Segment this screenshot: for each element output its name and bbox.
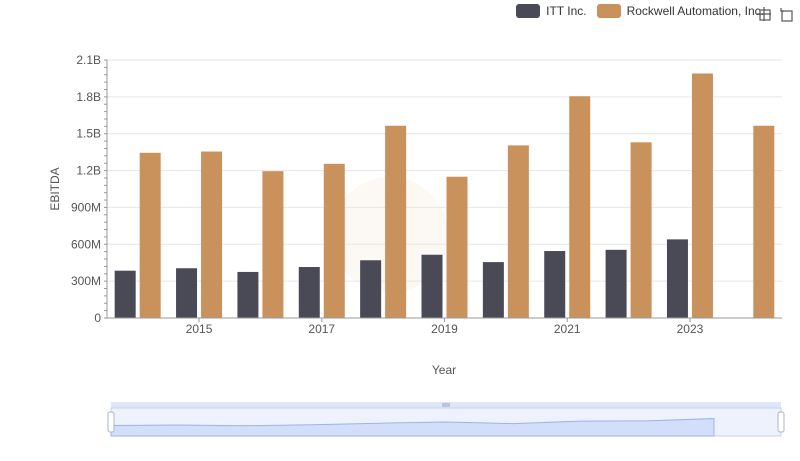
x-axis: 2015 2017 2019 2021 2023 xyxy=(107,317,782,336)
bars xyxy=(114,73,775,318)
bar-rockwell[interactable] xyxy=(385,125,407,318)
legend: ITT Inc. Rockwell Automation, Inc. xyxy=(516,4,764,18)
bar-rockwell[interactable] xyxy=(691,73,713,318)
bar-itt[interactable] xyxy=(176,268,198,318)
legend-swatch-itt xyxy=(516,4,541,18)
slider-grip[interactable] xyxy=(442,403,450,407)
data-zoom-slider[interactable] xyxy=(107,402,785,437)
x-tick-label: 2023 xyxy=(677,322,704,336)
bar-rockwell[interactable] xyxy=(507,145,529,318)
legend-label-itt: ITT Inc. xyxy=(546,4,587,18)
x-tick-label: 2021 xyxy=(554,322,581,336)
restore-icon[interactable] xyxy=(778,6,794,22)
bar-rockwell[interactable] xyxy=(446,176,468,318)
bar-itt[interactable] xyxy=(237,271,259,318)
y-tick-label: 600M xyxy=(71,237,101,251)
y-tick-label: 1.2B xyxy=(76,164,101,178)
bar-itt[interactable] xyxy=(298,267,320,318)
slider-handle-right[interactable] xyxy=(777,411,785,433)
y-tick-label: 1.5B xyxy=(76,127,101,141)
bar-rockwell[interactable] xyxy=(753,125,775,318)
legend-label-rockwell: Rockwell Automation, Inc. xyxy=(626,4,764,18)
legend-item-itt[interactable]: ITT Inc. xyxy=(516,4,587,18)
bar-itt[interactable] xyxy=(360,260,382,318)
x-tick-label: 2017 xyxy=(308,322,335,336)
bar-itt[interactable] xyxy=(666,239,688,318)
y-tick-label: 1.8B xyxy=(76,90,101,104)
bar-rockwell[interactable] xyxy=(323,163,345,318)
y-tick-label: 900M xyxy=(71,200,101,214)
y-tick-label: 0 xyxy=(94,311,101,325)
y-tick-label: 300M xyxy=(71,274,101,288)
y-axis: 0 300M 600M 900M 1.2B 1.5B 1.8B 2.1B xyxy=(71,53,108,325)
x-tick-label: 2019 xyxy=(431,322,458,336)
bar-rockwell[interactable] xyxy=(262,171,284,318)
slider-preview-area xyxy=(110,418,715,437)
x-tick-label: 2015 xyxy=(186,322,213,336)
bar-rockwell[interactable] xyxy=(630,142,652,318)
y-tick-label: 2.1B xyxy=(76,53,101,67)
legend-swatch-rockwell xyxy=(596,4,621,18)
bar-rockwell[interactable] xyxy=(569,96,591,318)
slider-handle-left[interactable] xyxy=(107,411,115,433)
chart-toolbar xyxy=(756,6,794,22)
legend-item-rockwell[interactable]: Rockwell Automation, Inc. xyxy=(596,4,764,18)
x-axis-label: Year xyxy=(432,363,456,377)
bar-itt[interactable] xyxy=(605,249,627,318)
bar-itt[interactable] xyxy=(114,270,136,318)
bar-itt[interactable] xyxy=(482,262,504,318)
bar-rockwell[interactable] xyxy=(201,151,223,318)
bar-itt[interactable] xyxy=(544,251,566,318)
bar-rockwell[interactable] xyxy=(139,152,161,318)
y-axis-label: EBITDA xyxy=(48,167,62,210)
bar-itt[interactable] xyxy=(421,254,443,318)
zoom-icon[interactable] xyxy=(756,6,772,22)
